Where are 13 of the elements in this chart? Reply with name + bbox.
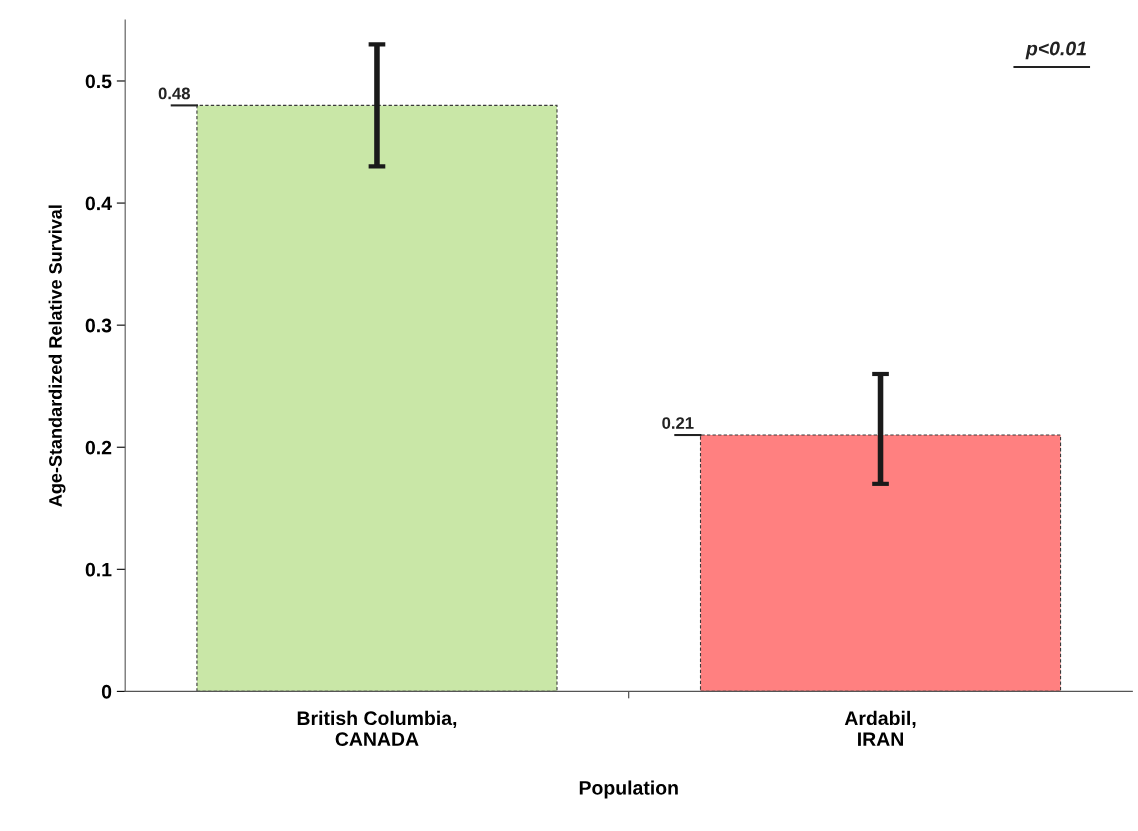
y-tick-label: 0 bbox=[101, 684, 112, 699]
y-tick-label: 0.5 bbox=[85, 74, 112, 89]
y-tick-label: 0.2 bbox=[85, 440, 112, 455]
x-tick-label: British Columbia, CANADA bbox=[297, 710, 457, 747]
annotation: p<0.01 bbox=[1025, 41, 1086, 60]
y-axis-title: Age-Standardized Relative Survival bbox=[48, 205, 66, 507]
y-tick-label: 0.3 bbox=[85, 318, 112, 333]
data-label: 0.21 bbox=[662, 417, 694, 429]
data-label: 0.48 bbox=[158, 87, 190, 100]
x-tick-label: Ardabil, IRAN bbox=[844, 710, 916, 746]
x-axis-title: Population bbox=[579, 780, 678, 799]
y-tick-label: 0.4 bbox=[85, 196, 112, 211]
y-tick-label: 0.1 bbox=[85, 562, 112, 577]
